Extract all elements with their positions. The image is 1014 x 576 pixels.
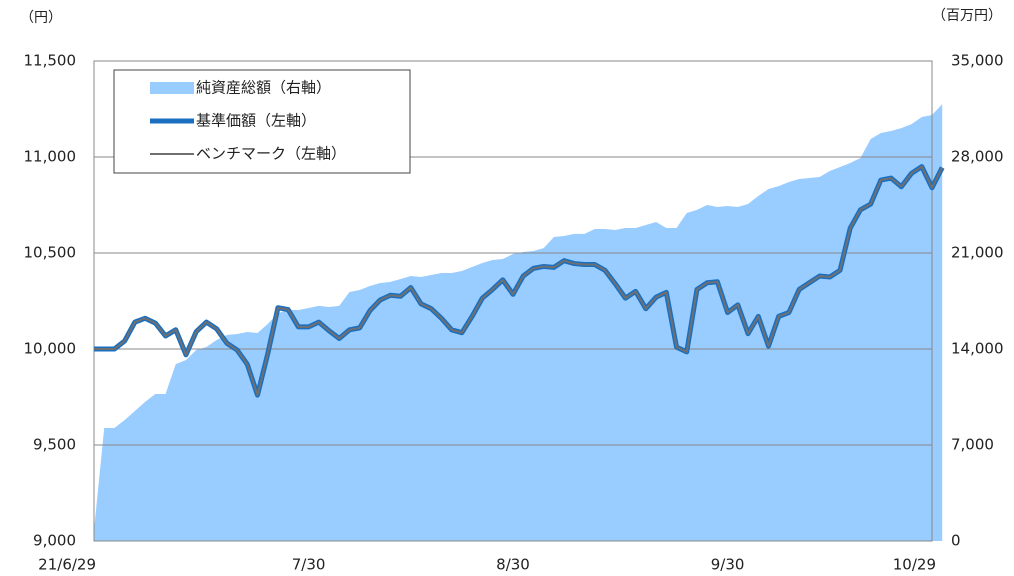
y2-tick-label: 0 (951, 532, 961, 550)
line (94, 165, 944, 397)
y2-unit: （百万円） (932, 8, 1002, 24)
x-tick-label: 7/30 (292, 556, 326, 574)
x-tick-label: 8/30 (496, 556, 530, 574)
y2-tick-label: 14,000 (951, 340, 1004, 358)
y-tick-label: 9,000 (33, 532, 76, 550)
y-unit: （円） (20, 10, 62, 26)
area (94, 104, 943, 541)
y2-tick-label: 21,000 (951, 244, 1004, 262)
plot-frame (93, 60, 933, 542)
y2-tick-label: 35,000 (951, 52, 1004, 70)
legend-swatch (150, 82, 194, 94)
y-tick-label: 9,500 (33, 436, 76, 454)
x-tick-label: 21/6/29 (38, 556, 96, 574)
legend-label: 基準価額（左軸） (196, 112, 316, 130)
y-tick-label: 11,000 (24, 148, 77, 166)
y2-tick-label: 28,000 (951, 148, 1004, 166)
y-tick-label: 10,500 (24, 244, 77, 262)
legend-label: ベンチマーク（左軸） (196, 145, 346, 163)
y2-tick-label: 7,000 (951, 436, 994, 454)
x-tick-label: 10/29 (893, 556, 936, 574)
y-tick-label: 11,500 (24, 52, 77, 70)
legend-label: 純資産総額（右軸） (196, 79, 331, 97)
x-tick-label: 9/30 (711, 556, 745, 574)
y-tick-label: 10,000 (24, 340, 77, 358)
